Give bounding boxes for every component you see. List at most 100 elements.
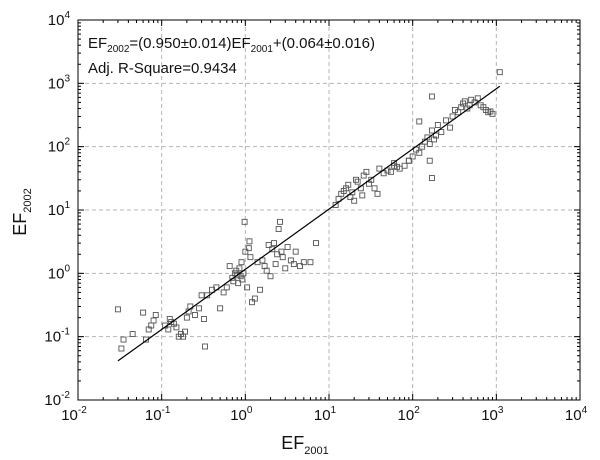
data-point xyxy=(192,312,198,318)
data-point xyxy=(257,286,264,293)
data-point xyxy=(245,245,252,252)
data-point xyxy=(409,153,416,160)
data-point xyxy=(431,136,437,143)
data-point xyxy=(282,265,289,272)
data-point xyxy=(438,129,445,136)
data-point xyxy=(239,276,246,283)
data-point xyxy=(275,226,282,233)
data-point xyxy=(401,162,408,169)
x-tick-label: 103 xyxy=(481,405,504,424)
data-point xyxy=(278,248,285,255)
data-point xyxy=(287,257,294,264)
y-tick-label: 102 xyxy=(48,137,71,156)
data-point xyxy=(332,202,339,208)
data-point xyxy=(426,141,433,147)
data-point xyxy=(202,343,208,350)
data-point xyxy=(220,289,227,296)
data-point xyxy=(496,69,503,76)
data-point xyxy=(353,176,359,183)
data-point xyxy=(447,124,454,131)
data-point xyxy=(489,110,496,117)
data-point xyxy=(238,259,245,266)
data-point xyxy=(196,305,203,312)
data-point xyxy=(236,265,243,272)
data-point xyxy=(313,240,319,247)
data-point xyxy=(251,295,258,302)
data-point xyxy=(150,317,157,324)
data-point xyxy=(428,127,435,134)
x-tick-label: 100 xyxy=(230,405,253,424)
data-point xyxy=(129,331,136,337)
data-point xyxy=(226,263,233,270)
data-point xyxy=(371,185,378,192)
data-point xyxy=(297,263,303,270)
x-tick-label: 104 xyxy=(565,405,588,424)
data-point xyxy=(242,248,249,255)
data-point xyxy=(416,118,423,125)
data-point xyxy=(374,190,381,197)
data-point xyxy=(223,284,230,291)
data-point xyxy=(277,218,284,225)
data-point xyxy=(259,257,266,264)
data-point xyxy=(244,284,251,291)
annotation-r-square: Adj. R-Square=0.9434 xyxy=(88,60,237,77)
data-point xyxy=(247,254,254,261)
data-point xyxy=(461,98,468,105)
data-point xyxy=(271,240,277,247)
x-tick-labels: 10-2 10-1 100 101 102 103 104 xyxy=(61,405,587,424)
data-point xyxy=(387,168,394,175)
axis-ticks xyxy=(77,19,581,401)
grid-lines xyxy=(78,20,580,400)
data-point xyxy=(284,244,291,251)
data-point xyxy=(140,309,147,316)
data-point xyxy=(234,271,241,278)
y-axis-title: EF2002 xyxy=(10,188,34,236)
data-point xyxy=(241,218,248,225)
y-tick-label: 103 xyxy=(48,73,71,92)
data-point xyxy=(292,248,299,255)
data-point xyxy=(173,324,180,331)
data-point xyxy=(384,167,391,174)
data-point xyxy=(428,175,435,181)
data-point xyxy=(449,113,456,120)
x-tick-label: 10-2 xyxy=(61,405,87,424)
data-point xyxy=(166,316,173,322)
data-point xyxy=(183,314,190,321)
data-point xyxy=(351,197,358,204)
data-point xyxy=(405,157,412,164)
data-point xyxy=(290,261,297,268)
y-tick-label: 10-2 xyxy=(44,390,70,409)
x-tick-label: 10-1 xyxy=(145,405,171,424)
x-tick-label: 102 xyxy=(398,405,421,424)
x-tick-label: 101 xyxy=(314,405,337,424)
y-tick-label: 10-1 xyxy=(44,327,70,346)
data-point xyxy=(391,162,398,169)
data-point xyxy=(272,261,279,268)
data-point xyxy=(424,134,431,141)
data-point xyxy=(354,178,361,185)
data-point xyxy=(217,305,224,312)
data-point xyxy=(359,192,366,199)
y-tick-label: 101 xyxy=(48,200,71,219)
data-point xyxy=(300,259,307,266)
annotation-equation: EF2002=(0.950±0.014)EF2001+(0.064±0.016) xyxy=(88,35,375,55)
y-tick-label: 104 xyxy=(48,10,71,29)
data-point xyxy=(433,132,439,139)
data-point xyxy=(474,95,481,102)
data-point xyxy=(267,273,274,280)
data-point xyxy=(182,328,188,335)
data-point xyxy=(165,326,172,333)
fit-line xyxy=(117,85,501,362)
data-point xyxy=(120,336,127,343)
data-point xyxy=(455,109,462,116)
data-point xyxy=(376,165,383,172)
data-point xyxy=(434,122,441,128)
data-point xyxy=(200,316,207,322)
data-point xyxy=(118,345,125,352)
data-point xyxy=(345,181,352,188)
data-point xyxy=(458,104,465,111)
data-point xyxy=(263,267,270,274)
data-point xyxy=(416,149,423,156)
data-point xyxy=(426,157,433,164)
